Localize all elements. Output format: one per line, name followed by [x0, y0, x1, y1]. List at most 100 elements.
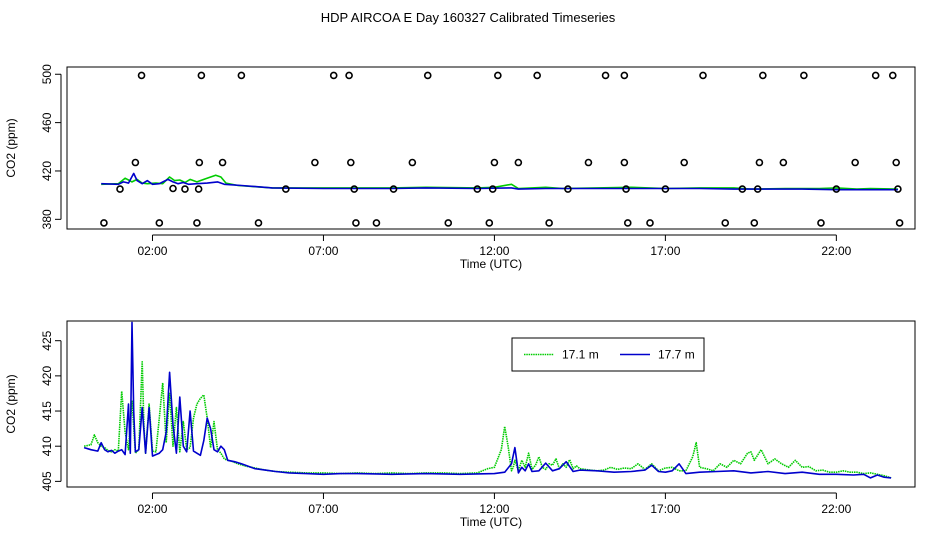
data-point: [895, 219, 904, 227]
data-point: [218, 158, 227, 167]
data-point: [601, 71, 610, 80]
plot-frame: [66, 66, 916, 230]
data-point: [620, 158, 629, 167]
plot-area: [100, 71, 904, 227]
data-point: [193, 219, 201, 227]
data-point: [494, 71, 502, 80]
y-tick-label: 500: [40, 64, 54, 84]
x-axis-label: Time (UTC): [460, 257, 522, 271]
data-point: [759, 71, 767, 80]
bottom-panel: 02:00 07:00 12:00 17:00 22:00 Time (UTC) 405 41…: [4, 320, 916, 529]
x-tick-label: 17:00: [650, 502, 680, 516]
legend-label: 17.1 m: [562, 348, 599, 362]
y-tick-label: 415: [40, 401, 54, 421]
data-point: [169, 184, 177, 193]
data-point: [488, 185, 497, 193]
plot-frame: [66, 320, 916, 488]
series-line: [83, 361, 892, 479]
data-point: [800, 71, 808, 80]
x-tick-label: 07:00: [308, 244, 338, 258]
data-point: [871, 71, 880, 80]
x-tick-label: 22:00: [821, 502, 851, 516]
data-point: [195, 158, 204, 167]
data-point: [755, 158, 764, 167]
data-point: [473, 185, 482, 193]
y-axis-label: CO2 (ppm): [4, 118, 18, 177]
y-axis-label: CO2 (ppm): [4, 374, 18, 433]
data-point: [155, 219, 164, 227]
data-point: [485, 219, 494, 227]
data-point: [646, 219, 654, 227]
data-point: [738, 185, 747, 193]
data-point: [832, 185, 841, 193]
data-point: [533, 71, 541, 80]
y-tick-label: 420: [40, 366, 54, 386]
data-point: [347, 158, 355, 167]
data-point: [545, 219, 553, 227]
series-line: [101, 174, 898, 190]
y-tick-label: 410: [40, 436, 54, 456]
data-point: [423, 71, 432, 80]
data-point: [352, 219, 360, 227]
data-point: [444, 219, 453, 227]
data-point: [254, 219, 263, 227]
data-point: [514, 158, 523, 167]
data-point: [490, 158, 499, 167]
top-panel: 02:00 07:00 12:00 17:00 22:00 Time (UTC) 380 42…: [4, 64, 916, 271]
series-line: [101, 172, 898, 191]
data-point: [620, 71, 629, 80]
x-tick-label: 12:00: [479, 502, 509, 516]
data-point: [282, 185, 290, 193]
legend-box: [511, 337, 705, 372]
legend: 17.1 m 17.7 m: [511, 337, 705, 372]
data-point: [623, 219, 632, 227]
y-tick-label: 420: [40, 161, 54, 181]
legend-label: 17.7 m: [658, 348, 695, 362]
x-tick-label: 22:00: [821, 244, 851, 258]
data-point: [329, 71, 338, 80]
x-tick-label: 02:00: [137, 244, 167, 258]
data-point: [389, 185, 398, 193]
data-point: [888, 71, 897, 80]
data-point: [408, 158, 417, 167]
data-point: [311, 158, 319, 167]
x-tick-label: 07:00: [308, 502, 338, 516]
x-tick-label: 17:00: [650, 244, 680, 258]
data-point: [894, 185, 902, 193]
data-point: [817, 219, 825, 227]
data-point: [699, 71, 707, 80]
data-point: [131, 158, 140, 167]
data-point: [237, 71, 246, 80]
data-point: [100, 219, 108, 227]
series-line: [83, 321, 892, 479]
data-point: [584, 158, 593, 167]
y-tick-label: 460: [40, 112, 54, 132]
x-tick-label: 02:00: [137, 502, 167, 516]
data-point: [622, 185, 630, 193]
data-point: [350, 185, 359, 193]
y-tick-label: 425: [40, 330, 54, 350]
data-point: [181, 185, 189, 193]
data-point: [194, 185, 203, 193]
data-point: [345, 71, 353, 80]
data-point: [750, 219, 759, 227]
data-point: [892, 158, 900, 167]
plot-area: [83, 321, 892, 479]
data-point: [680, 158, 688, 167]
chart-title: HDP AIRCOA E Day 160327 Calibrated Times…: [320, 10, 616, 25]
data-point: [661, 185, 670, 193]
data-point: [851, 158, 859, 167]
data-point: [116, 185, 124, 193]
x-axis-label: Time (UTC): [460, 515, 522, 529]
data-point: [372, 219, 381, 227]
y-tick-label: 405: [40, 471, 54, 491]
y-tick-label: 380: [40, 209, 54, 229]
data-point: [564, 185, 572, 193]
data-point: [779, 158, 788, 167]
data-point: [753, 185, 762, 193]
data-point: [197, 71, 206, 80]
data-point: [137, 71, 146, 80]
x-tick-label: 12:00: [479, 244, 509, 258]
data-point: [721, 219, 730, 227]
